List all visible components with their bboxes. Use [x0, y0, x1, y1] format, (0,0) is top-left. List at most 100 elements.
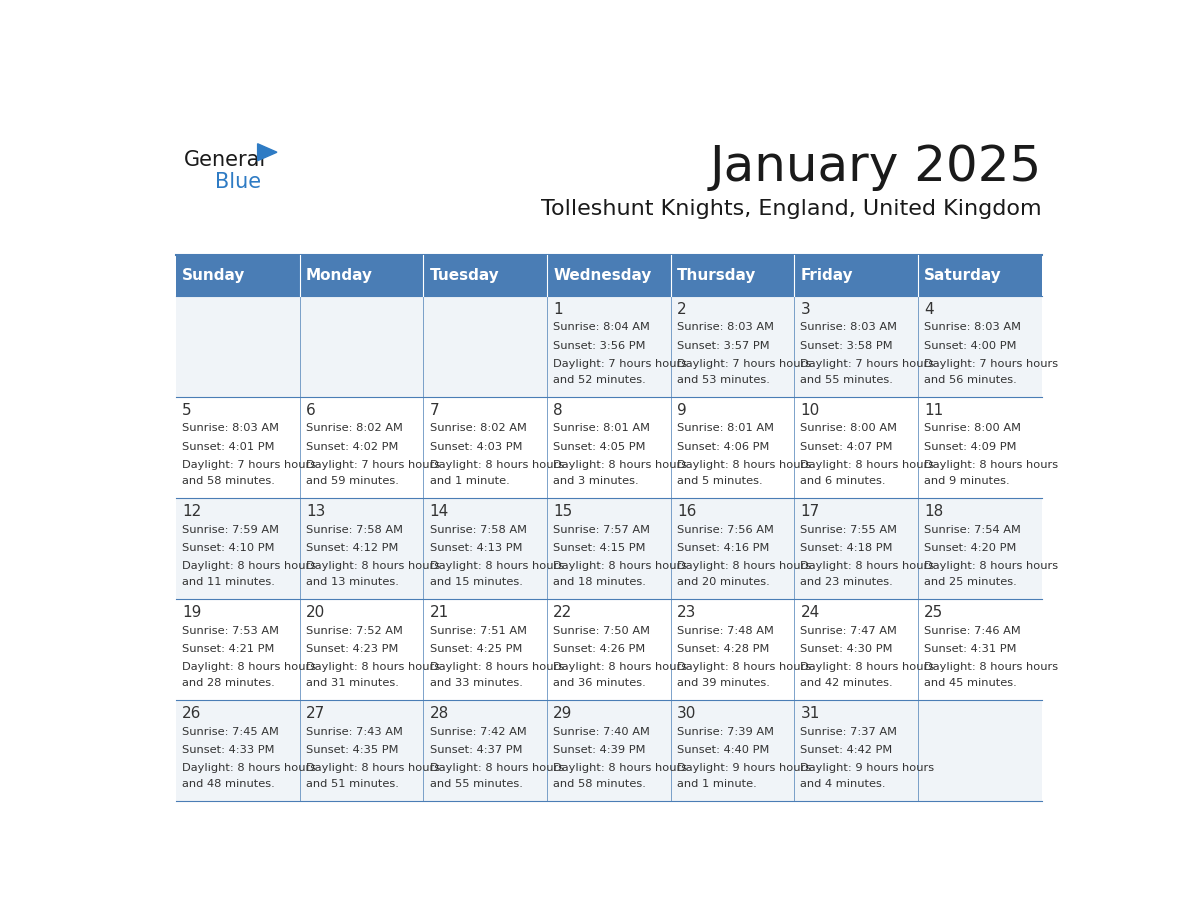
Text: Daylight: 7 hours hours: Daylight: 7 hours hours [801, 359, 935, 369]
Text: Sunrise: 7:46 AM: Sunrise: 7:46 AM [924, 625, 1020, 635]
Text: Sunrise: 7:39 AM: Sunrise: 7:39 AM [677, 727, 773, 736]
Text: and 28 minutes.: and 28 minutes. [182, 678, 276, 688]
Text: Sunset: 4:39 PM: Sunset: 4:39 PM [554, 744, 646, 755]
Text: Sunrise: 8:02 AM: Sunrise: 8:02 AM [430, 423, 526, 433]
Text: and 58 minutes.: and 58 minutes. [182, 476, 276, 486]
Text: Sunrise: 7:43 AM: Sunrise: 7:43 AM [307, 727, 403, 736]
Text: 5: 5 [182, 403, 192, 419]
Text: Thursday: Thursday [677, 268, 757, 283]
Text: and 5 minutes.: and 5 minutes. [677, 476, 763, 486]
Text: and 56 minutes.: and 56 minutes. [924, 375, 1017, 385]
Text: and 9 minutes.: and 9 minutes. [924, 476, 1010, 486]
Text: 18: 18 [924, 504, 943, 520]
Text: Wednesday: Wednesday [554, 268, 651, 283]
Text: 23: 23 [677, 605, 696, 621]
Text: January 2025: January 2025 [709, 142, 1042, 191]
Text: and 51 minutes.: and 51 minutes. [307, 779, 399, 789]
Text: Sunrise: 7:40 AM: Sunrise: 7:40 AM [554, 727, 650, 736]
Text: Sunset: 4:13 PM: Sunset: 4:13 PM [430, 543, 522, 553]
Text: Sunrise: 8:03 AM: Sunrise: 8:03 AM [924, 322, 1022, 332]
Text: and 1 minute.: and 1 minute. [677, 779, 757, 789]
Text: 27: 27 [307, 707, 326, 722]
Text: Daylight: 8 hours hours: Daylight: 8 hours hours [924, 460, 1059, 470]
Text: Sunset: 4:01 PM: Sunset: 4:01 PM [182, 442, 274, 452]
Text: Sunset: 4:23 PM: Sunset: 4:23 PM [307, 644, 398, 654]
Text: Sunset: 4:28 PM: Sunset: 4:28 PM [677, 644, 769, 654]
Bar [546, 255, 671, 297]
Text: 12: 12 [182, 504, 202, 520]
Text: 21: 21 [430, 605, 449, 621]
Text: and 55 minutes.: and 55 minutes. [430, 779, 523, 789]
Text: Daylight: 8 hours hours: Daylight: 8 hours hours [677, 561, 811, 571]
Text: 10: 10 [801, 403, 820, 419]
Text: 30: 30 [677, 707, 696, 722]
Text: and 15 minutes.: and 15 minutes. [430, 577, 523, 588]
Text: Daylight: 8 hours hours: Daylight: 8 hours hours [924, 561, 1059, 571]
Text: Sunrise: 8:03 AM: Sunrise: 8:03 AM [182, 423, 279, 433]
Text: and 13 minutes.: and 13 minutes. [307, 577, 399, 588]
Text: Blue: Blue [215, 173, 261, 192]
Text: Sunrise: 8:01 AM: Sunrise: 8:01 AM [677, 423, 773, 433]
Text: Sunrise: 7:48 AM: Sunrise: 7:48 AM [677, 625, 773, 635]
Text: Sunset: 4:15 PM: Sunset: 4:15 PM [554, 543, 646, 553]
Text: and 31 minutes.: and 31 minutes. [307, 678, 399, 688]
Text: Sunset: 4:20 PM: Sunset: 4:20 PM [924, 543, 1017, 553]
Text: and 6 minutes.: and 6 minutes. [801, 476, 886, 486]
Bar [176, 498, 1042, 599]
Text: and 11 minutes.: and 11 minutes. [182, 577, 276, 588]
Text: Sunrise: 8:03 AM: Sunrise: 8:03 AM [677, 322, 773, 332]
Text: Sunset: 4:31 PM: Sunset: 4:31 PM [924, 644, 1017, 654]
Text: Sunset: 3:56 PM: Sunset: 3:56 PM [554, 341, 646, 351]
Text: and 3 minutes.: and 3 minutes. [554, 476, 639, 486]
Text: Daylight: 8 hours hours: Daylight: 8 hours hours [554, 561, 688, 571]
Text: and 4 minutes.: and 4 minutes. [801, 779, 886, 789]
Text: and 42 minutes.: and 42 minutes. [801, 678, 893, 688]
Text: 25: 25 [924, 605, 943, 621]
Text: Sunset: 4:09 PM: Sunset: 4:09 PM [924, 442, 1017, 452]
Text: General: General [183, 150, 266, 170]
Text: 24: 24 [801, 605, 820, 621]
Text: Sunrise: 8:03 AM: Sunrise: 8:03 AM [801, 322, 897, 332]
Text: Sunset: 3:58 PM: Sunset: 3:58 PM [801, 341, 893, 351]
Text: Tolleshunt Knights, England, United Kingdom: Tolleshunt Knights, England, United King… [541, 199, 1042, 219]
Text: Sunrise: 7:47 AM: Sunrise: 7:47 AM [801, 625, 897, 635]
Text: and 25 minutes.: and 25 minutes. [924, 577, 1017, 588]
Text: Sunset: 4:02 PM: Sunset: 4:02 PM [307, 442, 398, 452]
Bar [423, 255, 546, 297]
Text: Daylight: 8 hours hours: Daylight: 8 hours hours [554, 460, 688, 470]
Text: Tuesday: Tuesday [430, 268, 499, 283]
Text: and 55 minutes.: and 55 minutes. [801, 375, 893, 385]
Text: Daylight: 8 hours hours: Daylight: 8 hours hours [307, 763, 440, 773]
Text: Sunset: 4:26 PM: Sunset: 4:26 PM [554, 644, 645, 654]
Text: 8: 8 [554, 403, 563, 419]
Bar [795, 255, 918, 297]
Text: 4: 4 [924, 302, 934, 317]
Bar [176, 700, 1042, 801]
Text: Daylight: 7 hours hours: Daylight: 7 hours hours [554, 359, 688, 369]
Text: Sunset: 4:06 PM: Sunset: 4:06 PM [677, 442, 769, 452]
Text: and 59 minutes.: and 59 minutes. [307, 476, 399, 486]
Bar [176, 297, 1042, 397]
Text: Sunset: 4:40 PM: Sunset: 4:40 PM [677, 744, 769, 755]
Text: Daylight: 8 hours hours: Daylight: 8 hours hours [307, 662, 440, 672]
Text: Sunset: 4:03 PM: Sunset: 4:03 PM [430, 442, 522, 452]
Text: Sunset: 4:05 PM: Sunset: 4:05 PM [554, 442, 646, 452]
Polygon shape [258, 144, 277, 161]
Text: Daylight: 7 hours hours: Daylight: 7 hours hours [182, 460, 316, 470]
Text: Sunset: 4:42 PM: Sunset: 4:42 PM [801, 744, 892, 755]
Text: Daylight: 8 hours hours: Daylight: 8 hours hours [801, 662, 935, 672]
Bar [176, 255, 299, 297]
Text: Sunrise: 8:02 AM: Sunrise: 8:02 AM [307, 423, 403, 433]
Text: Sunset: 4:16 PM: Sunset: 4:16 PM [677, 543, 769, 553]
Text: Sunrise: 7:58 AM: Sunrise: 7:58 AM [430, 524, 526, 534]
Text: Daylight: 8 hours hours: Daylight: 8 hours hours [430, 763, 563, 773]
Text: Sunrise: 8:01 AM: Sunrise: 8:01 AM [554, 423, 650, 433]
Text: Daylight: 8 hours hours: Daylight: 8 hours hours [307, 561, 440, 571]
Text: Sunrise: 7:53 AM: Sunrise: 7:53 AM [182, 625, 279, 635]
Text: and 58 minutes.: and 58 minutes. [554, 779, 646, 789]
Text: and 18 minutes.: and 18 minutes. [554, 577, 646, 588]
Text: and 36 minutes.: and 36 minutes. [554, 678, 646, 688]
Text: Daylight: 7 hours hours: Daylight: 7 hours hours [924, 359, 1059, 369]
Text: 19: 19 [182, 605, 202, 621]
Text: Sunrise: 7:50 AM: Sunrise: 7:50 AM [554, 625, 650, 635]
